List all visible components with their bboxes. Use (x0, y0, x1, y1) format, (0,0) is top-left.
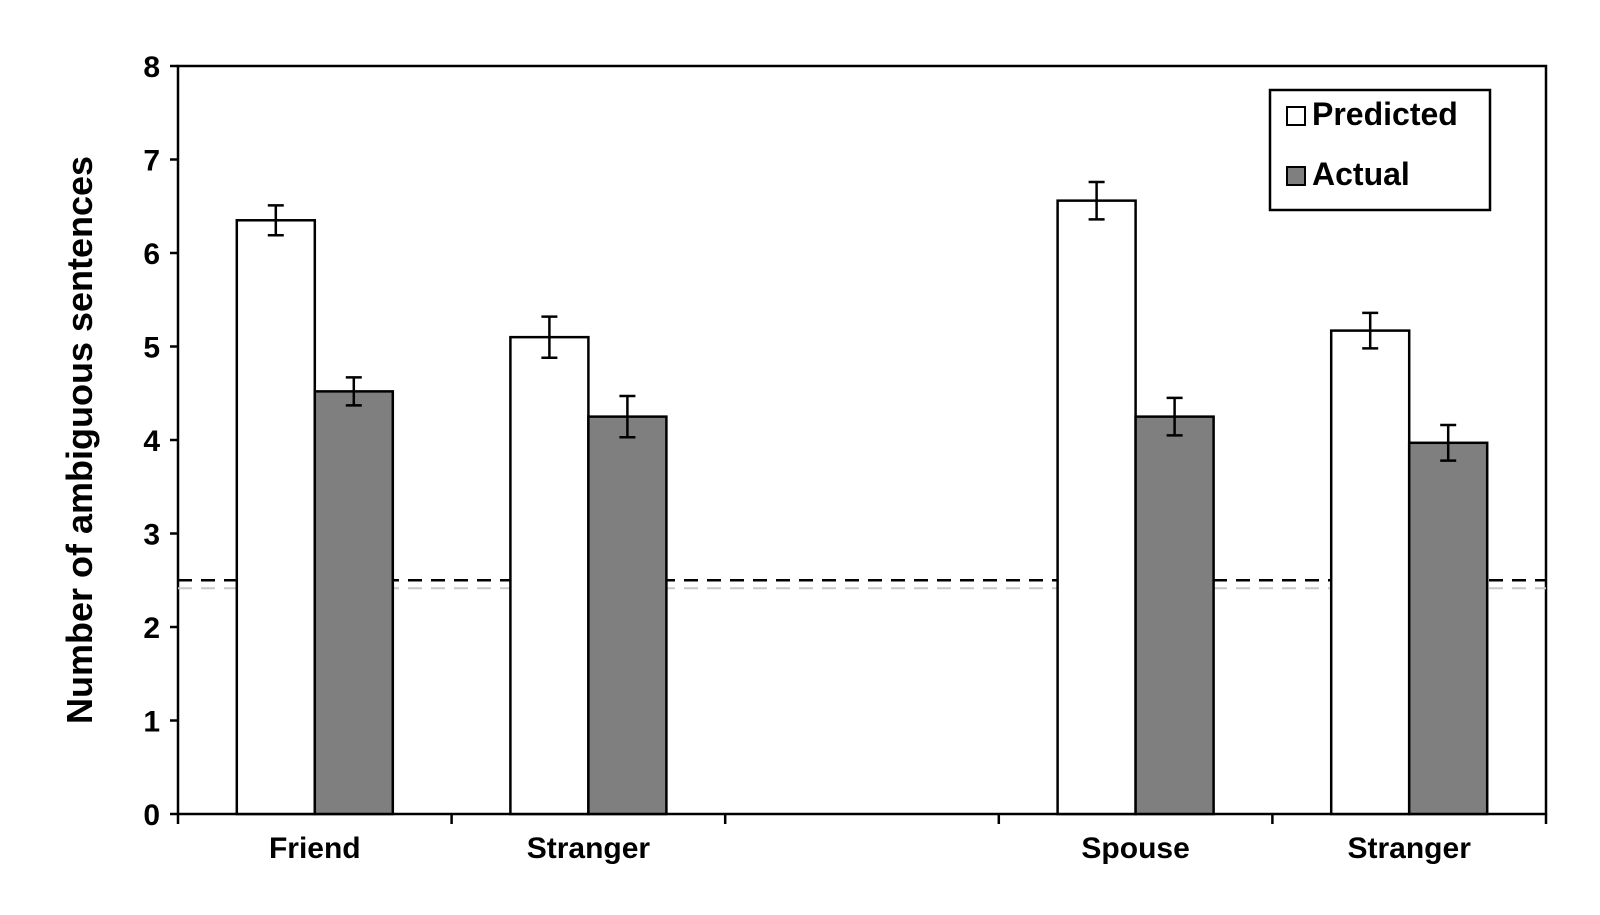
error-bar-actual (1440, 423, 1457, 462)
y-axis-title: Number of ambiguous sentences (59, 156, 100, 724)
y-tick-label: 7 (143, 145, 160, 178)
y-tick-label: 1 (143, 706, 160, 739)
x-tick-label: Spouse (1081, 832, 1189, 865)
error-bar-actual (345, 376, 362, 407)
error-bar-actual (1166, 396, 1183, 437)
y-tick-label: 8 (143, 51, 160, 84)
legend: Predicted Actual (1268, 88, 1492, 212)
y-tick-label: 6 (143, 238, 160, 271)
error-bar-predicted (1362, 311, 1379, 350)
bar-actual (313, 390, 395, 816)
error-bar-predicted (267, 204, 284, 237)
legend-box (1268, 88, 1492, 212)
bar-actual (587, 415, 668, 816)
bar-actual (1407, 441, 1489, 816)
plot-area (176, 64, 1548, 816)
legend-swatch-actual (1286, 166, 1306, 186)
y-tick-label: 3 (143, 519, 160, 552)
bar-predicted (235, 219, 317, 816)
x-tick-label: Friend (269, 832, 361, 865)
y-tick-label: 4 (143, 425, 160, 458)
x-axis-ticks: Friend Stranger Spouse Stranger (176, 814, 1548, 865)
bar-predicted (509, 335, 590, 816)
x-tick-label: Stranger (527, 832, 651, 865)
bar-predicted (1329, 329, 1411, 816)
y-tick-label: 2 (143, 612, 160, 645)
legend-label-predicted: Predicted (1312, 96, 1458, 132)
error-bar-predicted (1088, 180, 1105, 221)
bar-actual (1134, 415, 1215, 816)
legend-swatch-predicted (1286, 106, 1306, 126)
error-bar-predicted (541, 315, 558, 359)
bar-predicted (1056, 199, 1137, 816)
legend-label-actual: Actual (1312, 156, 1410, 192)
error-bar-actual (619, 394, 636, 439)
y-axis-ticks: 0 1 2 3 4 5 6 7 8 (143, 51, 178, 832)
x-tick-label: Stranger (1348, 832, 1472, 865)
y-tick-label: 5 (143, 332, 160, 365)
y-tick-label: 0 (143, 799, 160, 832)
